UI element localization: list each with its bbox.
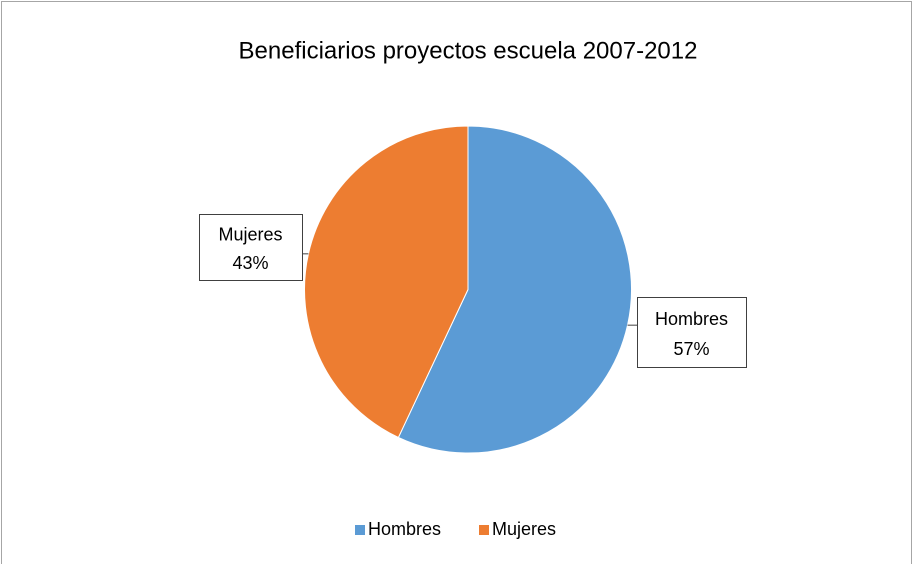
legend-swatch	[355, 525, 365, 535]
data-label-value: 43%	[232, 253, 268, 273]
legend-swatch	[479, 525, 489, 535]
chart-title: Beneficiarios proyectos escuela 2007-201…	[239, 37, 698, 64]
data-label-box	[199, 214, 303, 281]
data-label-value: 57%	[673, 339, 709, 359]
data-label-name: Hombres	[655, 309, 728, 329]
data-label-name: Mujeres	[218, 225, 282, 245]
legend-label: Mujeres	[492, 519, 556, 539]
legend-label: Hombres	[368, 519, 441, 539]
pie-slice	[397, 125, 632, 454]
pie-slice	[304, 125, 469, 439]
data-label-box	[637, 297, 747, 368]
